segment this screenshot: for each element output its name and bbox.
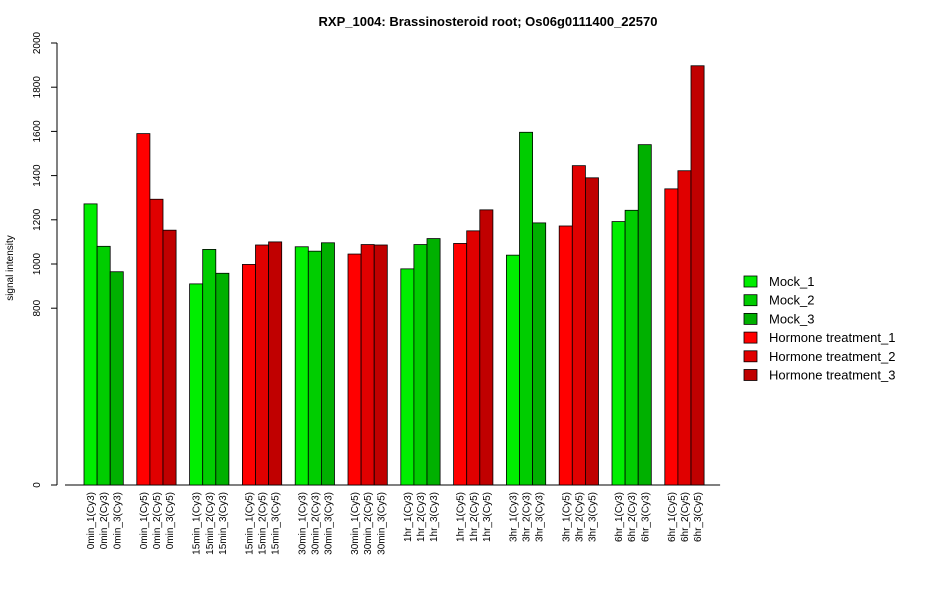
y-tick-label: 1600	[32, 120, 43, 143]
bar	[637, 144, 652, 486]
x-tick-label: 6hr_1(Cy3)	[614, 492, 625, 542]
x-tick-label: 15min_3(Cy5)	[271, 492, 282, 555]
x-tick-label: 30min_1(Cy3)	[297, 492, 308, 555]
legend-label: Mock_1	[769, 274, 815, 289]
bar	[294, 246, 309, 486]
x-tick-label: 6hr_2(Cy3)	[627, 492, 638, 542]
y-axis-label: signal intensity	[5, 235, 16, 301]
x-tick-label: 3hr_1(Cy5)	[561, 492, 572, 542]
bar	[466, 230, 481, 486]
x-tick-label: 15min_3(Cy3)	[218, 492, 229, 555]
bar	[83, 203, 98, 486]
legend-swatch	[743, 312, 758, 325]
x-tick-label: 0min_2(Cy3)	[99, 492, 110, 549]
x-tick-label: 1hr_3(Cy5)	[482, 492, 493, 542]
y-tick-label: 2000	[32, 31, 43, 54]
bar	[96, 245, 111, 486]
legend-label: Hormone treatment_1	[769, 330, 895, 345]
x-tick-label: 30min_1(Cy5)	[350, 492, 361, 555]
bar	[241, 264, 256, 486]
x-tick-label: 0min_2(Cy5)	[152, 492, 163, 549]
x-tick-label: 15min_2(Cy3)	[205, 492, 216, 555]
x-tick-label: 3hr_2(Cy3)	[522, 492, 533, 542]
legend-swatch	[743, 350, 758, 363]
x-tick-label: 3hr_3(Cy3)	[535, 492, 546, 542]
x-tick-label: 1hr_3(Cy3)	[429, 492, 440, 542]
x-tick-label: 30min_3(Cy5)	[376, 492, 387, 555]
y-tick-label: 1800	[32, 76, 43, 99]
bar	[558, 225, 573, 486]
x-tick-label: 15min_2(Cy5)	[258, 492, 269, 555]
y-tick-label: 1200	[32, 208, 43, 231]
bar	[347, 253, 362, 486]
x-tick-label: 6hr_2(Cy5)	[680, 492, 691, 542]
x-tick-label: 0min_3(Cy3)	[112, 492, 123, 549]
bar	[109, 271, 124, 486]
legend-swatch	[743, 331, 758, 344]
x-tick-label: 15min_1(Cy3)	[192, 492, 203, 555]
bar	[611, 221, 626, 486]
bar	[571, 165, 586, 486]
bar	[505, 254, 520, 486]
x-tick-label: 0min_3(Cy5)	[165, 492, 176, 549]
bar	[189, 283, 204, 486]
y-tick-label: 800	[32, 299, 43, 316]
legend-label: Mock_2	[769, 293, 815, 308]
bar	[400, 268, 415, 486]
x-tick-label: 1hr_1(Cy3)	[403, 492, 414, 542]
bar	[268, 241, 283, 486]
bar	[360, 244, 375, 486]
x-tick-label: 3hr_3(Cy5)	[587, 492, 598, 542]
bar	[479, 209, 494, 486]
x-tick-label: 30min_2(Cy3)	[310, 492, 321, 555]
x-tick-label: 1hr_1(Cy5)	[456, 492, 467, 542]
bar	[413, 244, 428, 486]
x-tick-label: 6hr_3(Cy5)	[693, 492, 704, 542]
y-tick-label: 0	[32, 482, 43, 488]
x-tick-label: 30min_2(Cy5)	[363, 492, 374, 555]
bar	[255, 244, 270, 486]
bar	[677, 170, 692, 486]
x-tick-label: 0min_1(Cy5)	[139, 492, 150, 549]
x-tick-label: 30min_3(Cy3)	[323, 492, 334, 555]
y-tick-label: 1400	[32, 164, 43, 187]
legend: Mock_1 Mock_2 Mock_3 Hormone treatment_1 Hor…	[743, 274, 895, 383]
bar	[519, 131, 534, 486]
bar	[320, 242, 335, 486]
x-tick-label: 0min_1(Cy3)	[86, 492, 97, 549]
x-axis-labels: 0min_1(Cy3) 0min_2(Cy3) 0min_3(Cy3) 0min_1(…	[86, 492, 704, 555]
legend-swatch	[743, 294, 758, 307]
legend-label: Mock_3	[769, 311, 815, 326]
x-tick-label: 3hr_2(Cy5)	[574, 492, 585, 542]
x-tick-label: 6hr_1(Cy5)	[667, 492, 678, 542]
x-tick-label: 3hr_1(Cy3)	[508, 492, 519, 542]
bar	[162, 229, 177, 486]
bar	[690, 65, 705, 486]
legend-label: Hormone treatment_2	[769, 349, 895, 364]
x-tick-label: 6hr_3(Cy3)	[640, 492, 651, 542]
bar	[585, 177, 599, 486]
legend-swatch	[743, 369, 758, 381]
bar	[453, 243, 468, 486]
bar	[624, 209, 639, 486]
bar	[136, 133, 151, 486]
y-tick-label: 1000	[32, 252, 43, 275]
bar	[532, 222, 547, 486]
bar	[202, 249, 217, 486]
bar	[149, 198, 164, 486]
x-tick-label: 1hr_2(Cy5)	[469, 492, 480, 542]
bars	[83, 65, 705, 486]
legend-label: Hormone treatment_3	[769, 368, 895, 383]
chart-title: RXP_1004: Brassinosteroid root; Os06g011…	[319, 14, 658, 29]
legend-swatch	[743, 275, 758, 288]
bar	[373, 244, 388, 486]
x-tick-label: 1hr_2(Cy3)	[416, 492, 427, 542]
x-tick-label: 15min_1(Cy5)	[244, 492, 255, 555]
bar	[426, 238, 441, 486]
bar	[215, 272, 230, 486]
bar	[664, 188, 679, 486]
bar	[307, 250, 322, 486]
